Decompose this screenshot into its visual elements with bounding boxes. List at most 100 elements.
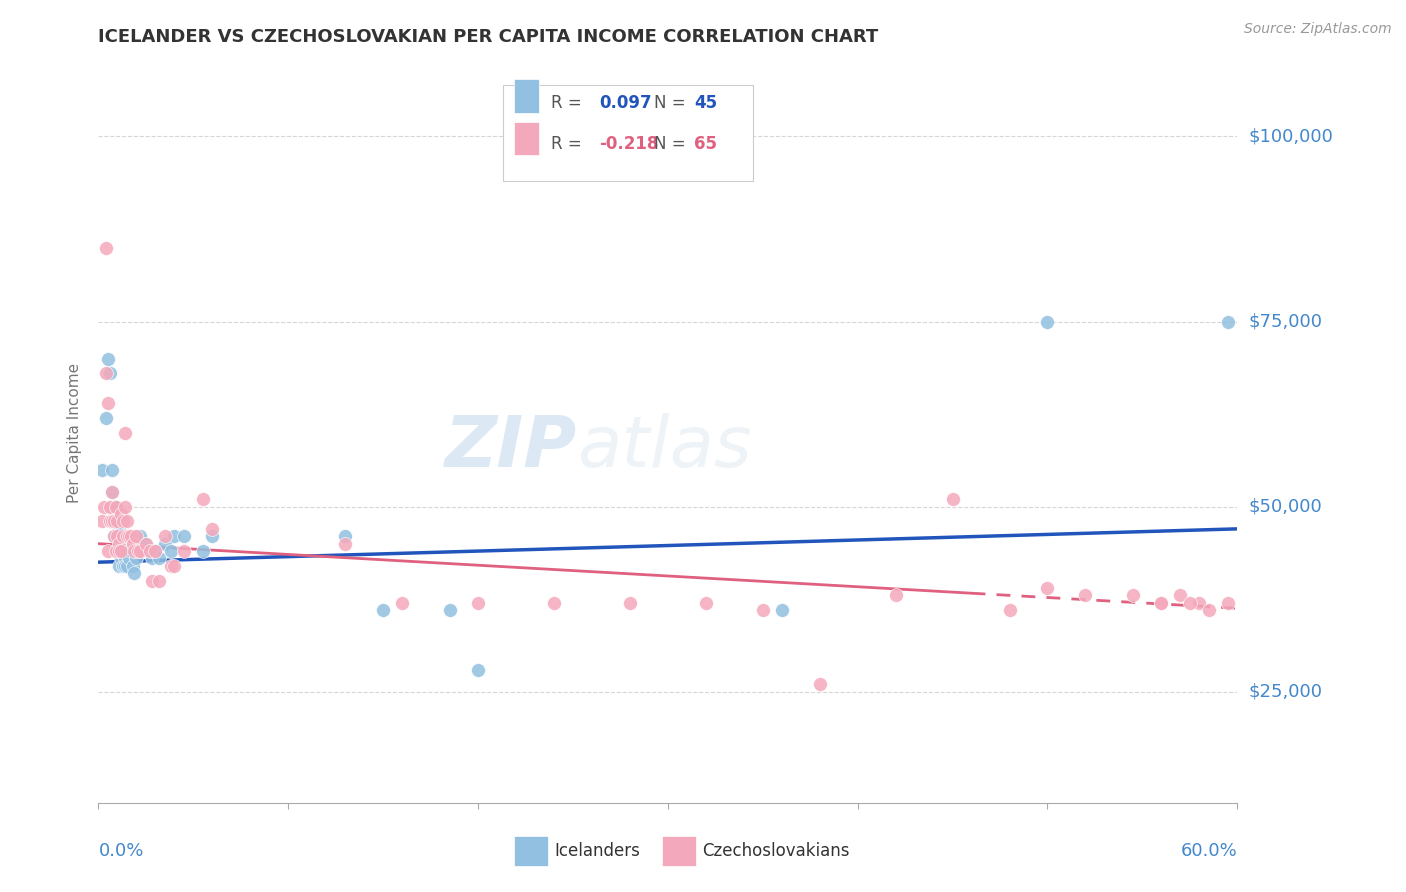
Point [1122, 589, 1144, 603]
Point [110, 536, 132, 550]
Point [115, 529, 138, 543]
Point [135, 536, 157, 550]
Text: Source: ZipAtlas.com: Source: ZipAtlas.com [1244, 22, 1392, 37]
Point [114, 558, 136, 573]
FancyBboxPatch shape [515, 121, 538, 155]
Point [124, 544, 146, 558]
Point [159, 558, 181, 573]
Point [100, 515, 122, 529]
Point [163, 558, 186, 573]
Point [145, 544, 167, 558]
Text: -0.218: -0.218 [599, 135, 659, 153]
Point [1216, 596, 1239, 610]
Point [118, 529, 141, 543]
Point [100, 462, 122, 476]
Point [1188, 596, 1211, 610]
Point [808, 677, 831, 691]
FancyBboxPatch shape [662, 836, 696, 866]
Point [159, 544, 181, 558]
Point [94, 367, 117, 381]
Point [120, 544, 142, 558]
Point [110, 507, 132, 521]
Point [121, 558, 143, 573]
Text: N =: N = [654, 95, 686, 112]
Point [153, 536, 176, 550]
Point [145, 544, 167, 558]
Point [1198, 603, 1220, 617]
Point [1178, 596, 1201, 610]
Point [1216, 314, 1239, 328]
Point [173, 544, 195, 558]
Point [141, 551, 163, 566]
Text: ICELANDER VS CZECHOSLOVAKIAN PER CAPITA INCOME CORRELATION CHART: ICELANDER VS CZECHOSLOVAKIAN PER CAPITA … [98, 28, 879, 45]
Point [125, 551, 148, 566]
Point [91, 462, 114, 476]
Point [110, 551, 132, 566]
Text: 65: 65 [695, 135, 717, 153]
Point [93, 500, 115, 514]
Point [108, 522, 131, 536]
Text: 45: 45 [695, 95, 717, 112]
Point [173, 529, 195, 543]
Text: $75,000: $75,000 [1249, 312, 1323, 331]
Point [108, 536, 131, 550]
Point [103, 500, 125, 514]
Text: Icelanders: Icelanders [554, 842, 640, 860]
Point [884, 589, 907, 603]
Point [125, 529, 148, 543]
Point [201, 529, 224, 543]
Point [118, 551, 141, 566]
Point [104, 544, 127, 558]
Point [115, 558, 138, 573]
Point [108, 544, 131, 558]
Point [129, 544, 152, 558]
Point [1036, 314, 1059, 328]
Point [371, 603, 394, 617]
Point [107, 529, 129, 543]
Point [112, 544, 135, 558]
FancyBboxPatch shape [515, 79, 538, 112]
Point [467, 663, 489, 677]
Text: ZIP: ZIP [444, 413, 576, 482]
Point [91, 515, 114, 529]
Text: R =: R = [551, 135, 581, 153]
Text: 0.0%: 0.0% [98, 842, 143, 860]
Point [103, 515, 125, 529]
Point [335, 536, 357, 550]
Point [695, 596, 717, 610]
Point [752, 603, 775, 617]
Point [201, 522, 224, 536]
FancyBboxPatch shape [503, 85, 754, 181]
Point [98, 515, 121, 529]
Point [115, 544, 138, 558]
Point [1074, 589, 1097, 603]
Text: $100,000: $100,000 [1249, 128, 1333, 145]
Text: N =: N = [654, 135, 686, 153]
Point [100, 484, 122, 499]
Point [439, 603, 461, 617]
Point [115, 515, 138, 529]
Point [770, 603, 793, 617]
Point [107, 529, 129, 543]
Point [141, 574, 163, 588]
Point [104, 500, 127, 514]
Point [998, 603, 1021, 617]
Point [98, 500, 121, 514]
Point [1170, 589, 1192, 603]
Point [543, 596, 565, 610]
Text: 0.097: 0.097 [599, 95, 652, 112]
Text: $50,000: $50,000 [1249, 498, 1322, 516]
Point [107, 515, 129, 529]
Text: 60.0%: 60.0% [1181, 842, 1237, 860]
Point [112, 515, 135, 529]
Text: Czechoslovakians: Czechoslovakians [702, 842, 849, 860]
Point [97, 396, 120, 410]
Point [121, 536, 143, 550]
Point [619, 596, 641, 610]
Text: atlas: atlas [576, 413, 751, 482]
Text: R =: R = [551, 95, 581, 112]
Point [112, 558, 135, 573]
Point [98, 367, 121, 381]
Point [114, 551, 136, 566]
Y-axis label: Per Capita Income: Per Capita Income [67, 362, 83, 503]
